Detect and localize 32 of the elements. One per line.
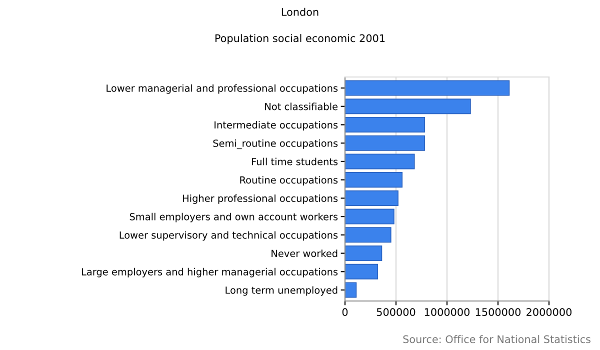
y-tick-label: Lower supervisory and technical occupations xyxy=(120,231,338,241)
bar xyxy=(345,80,510,96)
y-tick-label: Large employers and higher managerial occupations xyxy=(82,268,338,278)
y-tick-label: Higher professional occupations xyxy=(182,194,338,204)
bar xyxy=(345,246,382,262)
bar xyxy=(345,190,398,206)
bar xyxy=(345,227,392,243)
y-tick-label: Full time students xyxy=(252,158,338,166)
x-tick-label: 500000 xyxy=(376,308,416,316)
bar xyxy=(345,208,394,224)
x-tick-label: 0 xyxy=(342,308,348,316)
y-tick-label: Never worked xyxy=(272,250,338,258)
chart-title: London xyxy=(282,8,318,16)
bar xyxy=(345,154,415,170)
y-tick-label: Routine occupations xyxy=(240,176,338,186)
x-tick-label: 1000000 xyxy=(424,308,470,316)
bar xyxy=(345,282,357,298)
chart-subtitle: Population social economic 2001 xyxy=(215,34,385,44)
bar xyxy=(345,264,378,280)
bar xyxy=(345,98,471,114)
x-tick-label: 2000000 xyxy=(526,308,572,316)
y-tick-label: Long term unemployed xyxy=(226,286,338,296)
y-tick-label: Small employers and own account workers xyxy=(130,212,338,222)
source-note: Source: Office for National Statistics xyxy=(403,335,590,344)
bar xyxy=(345,172,403,188)
y-tick-label: Semi_routine occupations xyxy=(213,139,338,150)
y-tick-label: Not classifiable xyxy=(265,102,338,110)
y-tick-label: Intermediate occupations xyxy=(214,121,338,130)
bar xyxy=(345,135,425,151)
x-tick-label: 1500000 xyxy=(476,308,521,316)
bar xyxy=(345,116,425,132)
y-tick-label: Lower managerial and professional occupations xyxy=(106,84,338,94)
